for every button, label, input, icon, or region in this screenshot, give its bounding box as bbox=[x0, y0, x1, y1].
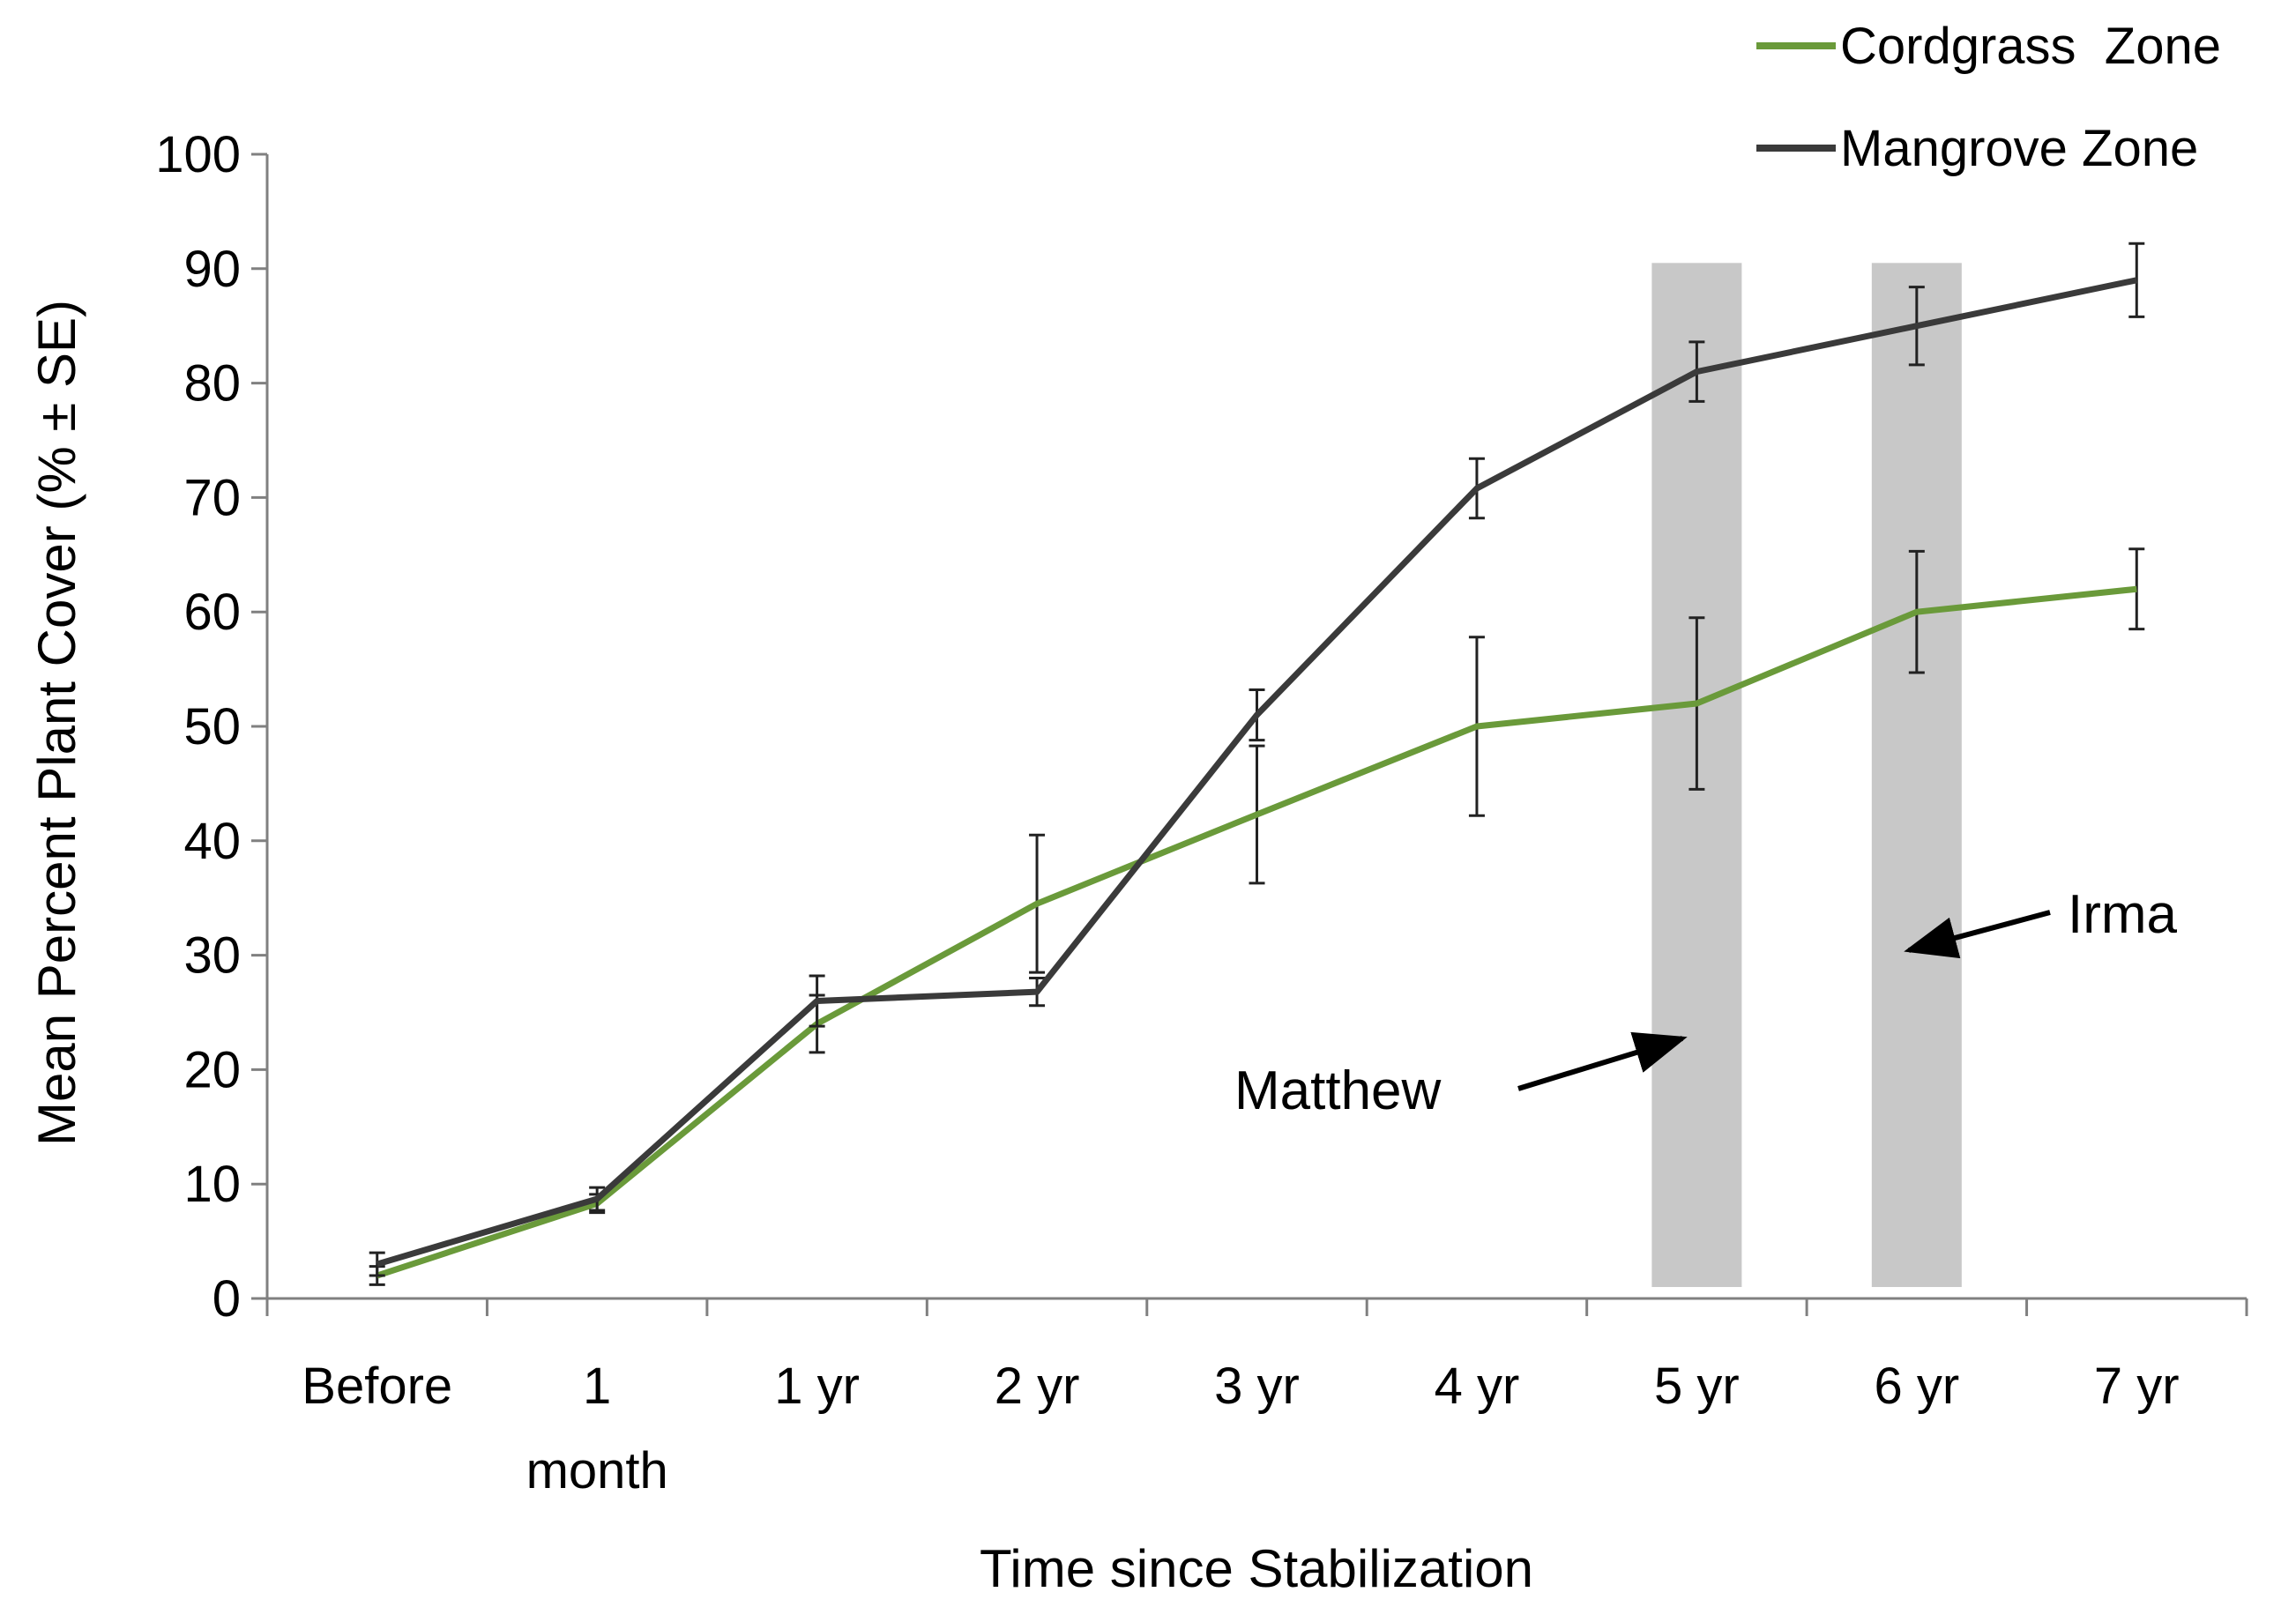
x-tick-label-0: Before bbox=[302, 1358, 452, 1415]
y-tick-label-40: 40 bbox=[183, 813, 241, 870]
series-1-line bbox=[376, 277, 2137, 1268]
legend-label-mangrove: Mangrove Zone bbox=[1840, 120, 2198, 177]
x-tick-label-1: 1 bbox=[583, 1358, 611, 1415]
legend-label-cordgrass: Cordgrass Zone bbox=[1840, 18, 2221, 75]
legend: Cordgrass Zone Mangrove Zone bbox=[1756, 18, 2221, 177]
annotation-irma: Irma bbox=[1904, 884, 2178, 959]
y-tick-label-80: 80 bbox=[183, 355, 241, 413]
hurricane-shading-layer bbox=[1651, 263, 1962, 1288]
axes: 0 10 20 30 40 50 60 70 80 90 100 Before 1 month 1 yr 2 … bbox=[155, 126, 2248, 1499]
annotation-matthew-arrow bbox=[1517, 1031, 1688, 1091]
annotation-matthew-label: Matthew bbox=[1234, 1060, 1442, 1121]
x-tick-label-5: 4 yr bbox=[1435, 1358, 1520, 1415]
y-tick-label-70: 70 bbox=[183, 469, 241, 526]
series-1 bbox=[369, 242, 2145, 1277]
y-tick-label-100: 100 bbox=[155, 126, 241, 183]
annotation-irma-arrow bbox=[1904, 910, 2051, 959]
y-axis-title: Mean Percent Plant Cover (% ± SE) bbox=[27, 300, 86, 1146]
annotation-matthew: Matthew bbox=[1234, 1031, 1688, 1121]
y-tick-label-90: 90 bbox=[183, 241, 241, 298]
x-tick-label-1-line2: month bbox=[526, 1442, 668, 1499]
annotation-irma-label: Irma bbox=[2068, 884, 2178, 945]
x-tick-label-4: 3 yr bbox=[1214, 1358, 1300, 1415]
series-0 bbox=[369, 547, 2145, 1286]
x-tick-label-7: 6 yr bbox=[1874, 1358, 1959, 1415]
x-axis-title: Time since Stabilization bbox=[980, 1539, 1533, 1598]
series-layer bbox=[369, 242, 2145, 1286]
y-tick-label-60: 60 bbox=[183, 584, 241, 641]
shaded-region-1 bbox=[1871, 263, 1962, 1288]
y-tick-label-30: 30 bbox=[183, 927, 241, 985]
x-tick-label-8: 7 yr bbox=[2094, 1358, 2180, 1415]
y-tick-label-0: 0 bbox=[212, 1270, 241, 1328]
series-0-line bbox=[376, 585, 2137, 1279]
y-tick-label-10: 10 bbox=[183, 1156, 241, 1213]
x-tick-label-6: 5 yr bbox=[1654, 1358, 1740, 1415]
y-tick-label-20: 20 bbox=[183, 1041, 241, 1098]
y-tick-label-50: 50 bbox=[183, 698, 241, 755]
x-tick-label-2: 1 yr bbox=[774, 1358, 860, 1415]
x-tick-label-3: 2 yr bbox=[995, 1358, 1080, 1415]
